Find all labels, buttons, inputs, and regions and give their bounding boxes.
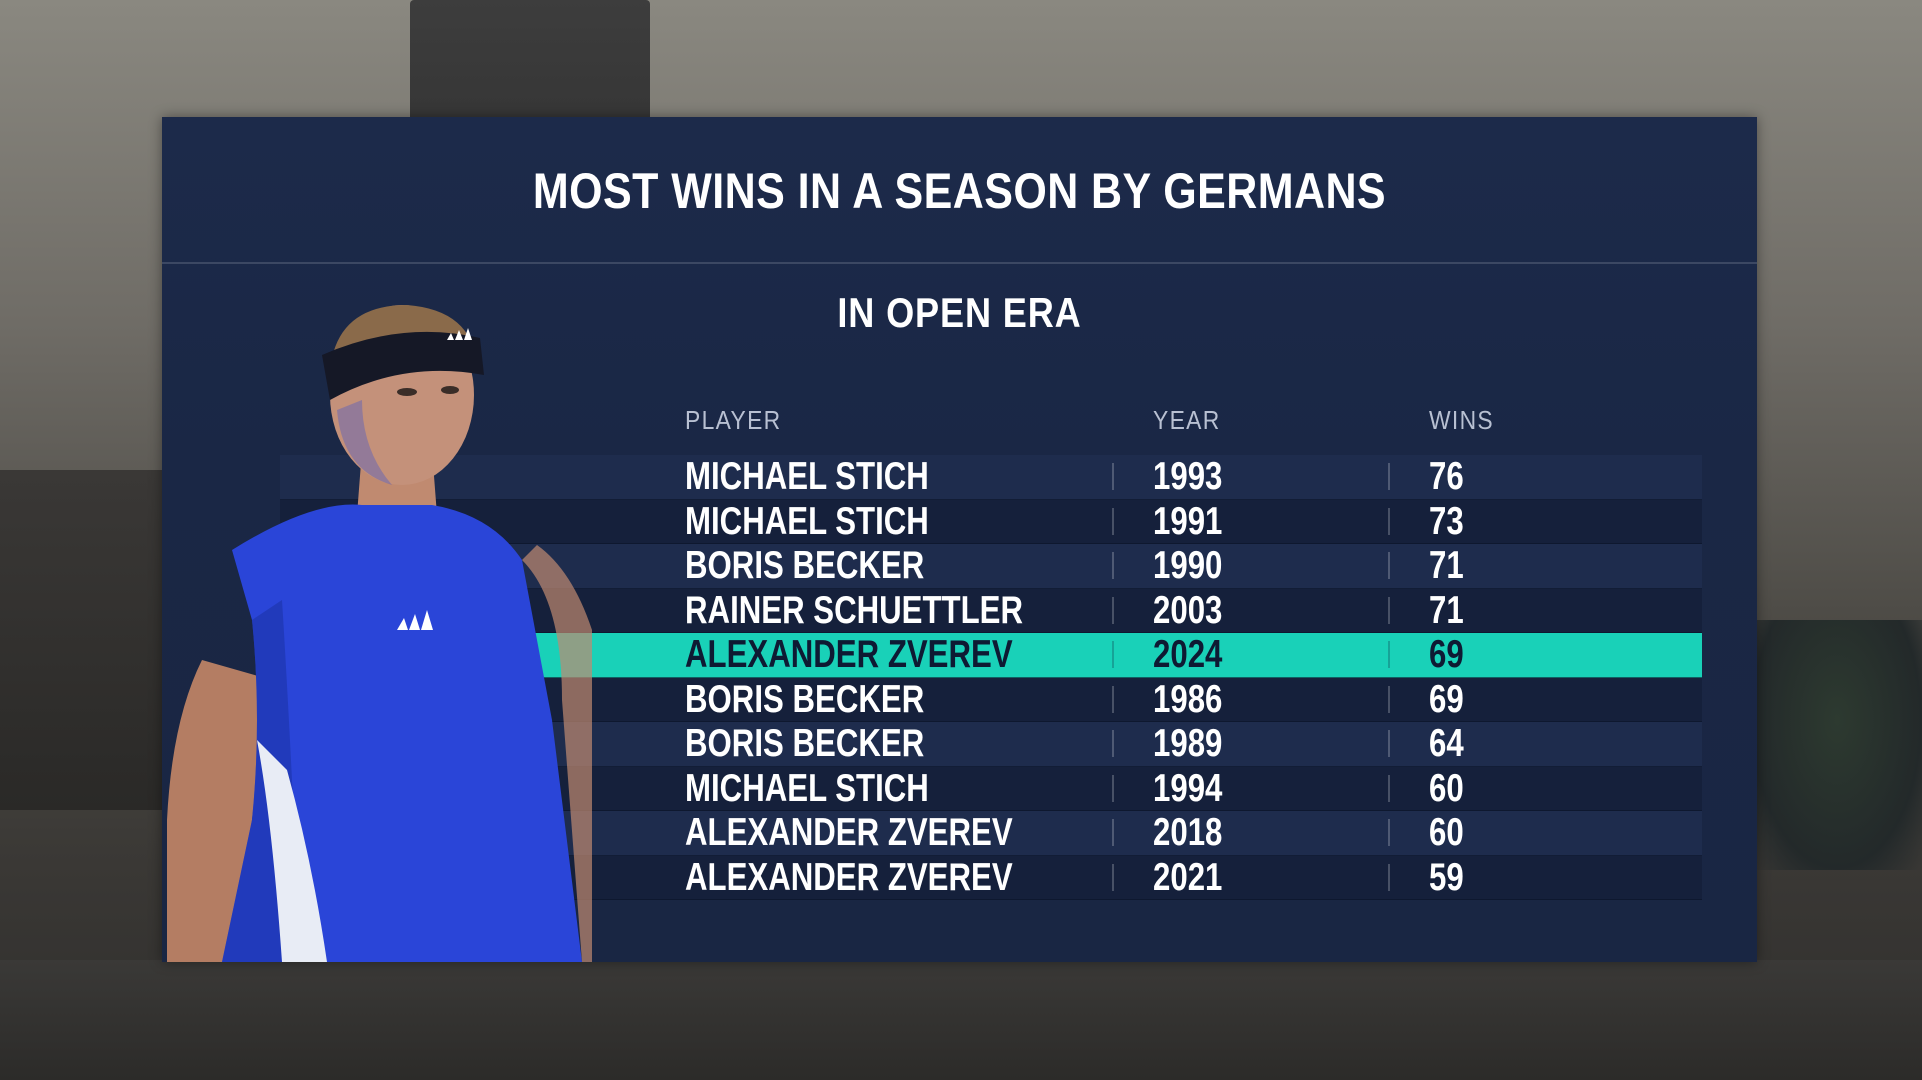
- player-name: BORIS BECKER: [685, 677, 925, 721]
- column-separator: [1112, 507, 1114, 535]
- column-separator: [1388, 552, 1390, 579]
- column-header-wins: WINS: [1429, 405, 1495, 435]
- player-name: MICHAEL STICH: [685, 455, 929, 498]
- column-separator: [1112, 552, 1114, 579]
- column-separator: [1112, 863, 1114, 891]
- column-separator: [1112, 463, 1114, 490]
- season-year: 1989: [1153, 722, 1223, 765]
- column-separator: [1388, 819, 1390, 846]
- table-row: MICHAEL STICH 1993 76: [280, 455, 1702, 500]
- season-year: 2021: [1153, 855, 1223, 899]
- column-separator: [1112, 641, 1114, 668]
- season-year: 1993: [1153, 455, 1223, 498]
- background-stadium-tower: [0, 470, 170, 810]
- season-year: 2003: [1153, 588, 1223, 632]
- column-separator: [1388, 463, 1390, 490]
- wins-count: 73: [1429, 499, 1464, 543]
- player-name: RAINER SCHUETTLER: [685, 588, 1024, 632]
- player-name: MICHAEL STICH: [685, 499, 929, 543]
- column-header-year: YEAR: [1153, 405, 1221, 435]
- wins-count: 64: [1429, 722, 1464, 765]
- wins-count: 76: [1429, 455, 1464, 498]
- column-header-player: PLAYER: [685, 405, 782, 435]
- player-name: BORIS BECKER: [685, 544, 925, 587]
- season-year: 2024: [1153, 633, 1223, 676]
- column-separator: [1388, 863, 1390, 891]
- column-separator: [1388, 685, 1390, 713]
- table-row: MICHAEL STICH 1991 73: [280, 499, 1702, 544]
- player-name: ALEXANDER ZVEREV: [685, 633, 1013, 676]
- background-ground: [0, 960, 1922, 1080]
- player-name: MICHAEL STICH: [685, 766, 929, 810]
- title-divider: [162, 262, 1757, 264]
- panel-subtitle: IN OPEN ERA: [837, 289, 1082, 336]
- column-separator: [1112, 819, 1114, 846]
- season-year: 1990: [1153, 544, 1223, 587]
- player-name: ALEXANDER ZVEREV: [685, 811, 1013, 854]
- player-name: ALEXANDER ZVEREV: [685, 855, 1013, 899]
- column-separator: [1388, 730, 1390, 757]
- column-separator: [1388, 774, 1390, 802]
- column-separator: [1388, 596, 1390, 624]
- player-name: BORIS BECKER: [685, 722, 925, 765]
- column-separator: [1112, 685, 1114, 713]
- season-year: 1986: [1153, 677, 1223, 721]
- column-separator: [1388, 507, 1390, 535]
- tennis-player-portrait: [167, 305, 592, 962]
- season-year: 1991: [1153, 499, 1223, 543]
- column-separator: [1112, 596, 1114, 624]
- wins-count: 69: [1429, 677, 1464, 721]
- season-year: 1994: [1153, 766, 1223, 810]
- wins-count: 71: [1429, 544, 1464, 587]
- background-trees: [1752, 620, 1922, 870]
- column-separator: [1388, 641, 1390, 668]
- wins-count: 60: [1429, 811, 1464, 854]
- season-year: 2018: [1153, 811, 1223, 854]
- column-separator: [1112, 730, 1114, 757]
- wins-count: 60: [1429, 766, 1464, 810]
- wins-count: 59: [1429, 855, 1464, 899]
- column-separator: [1112, 774, 1114, 802]
- panel-title: MOST WINS IN A SEASON BY GERMANS: [532, 163, 1387, 219]
- wins-count: 69: [1429, 633, 1464, 676]
- wins-count: 71: [1429, 588, 1464, 632]
